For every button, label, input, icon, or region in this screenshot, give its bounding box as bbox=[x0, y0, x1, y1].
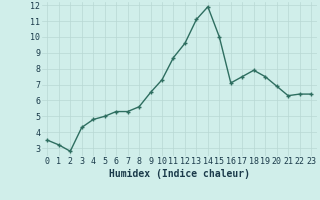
X-axis label: Humidex (Indice chaleur): Humidex (Indice chaleur) bbox=[109, 169, 250, 179]
